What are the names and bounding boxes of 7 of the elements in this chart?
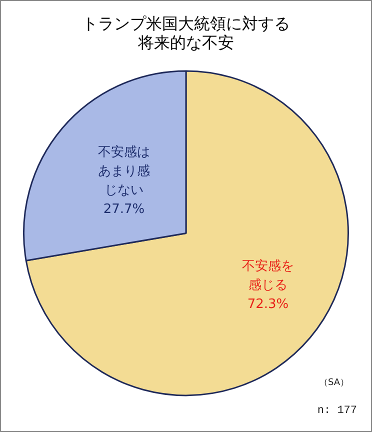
chart-title: トランプ米国大統領に対する将来的な不安 (82, 14, 290, 52)
data-label: 72.3% (247, 296, 289, 312)
slice-label: 不安感はあまり感じない (98, 144, 150, 198)
data-label: 27.7% (103, 202, 145, 217)
slice-label: 不安感を感じる (242, 258, 294, 293)
text: （SA） (318, 377, 349, 389)
text: n: 177 (317, 405, 357, 417)
